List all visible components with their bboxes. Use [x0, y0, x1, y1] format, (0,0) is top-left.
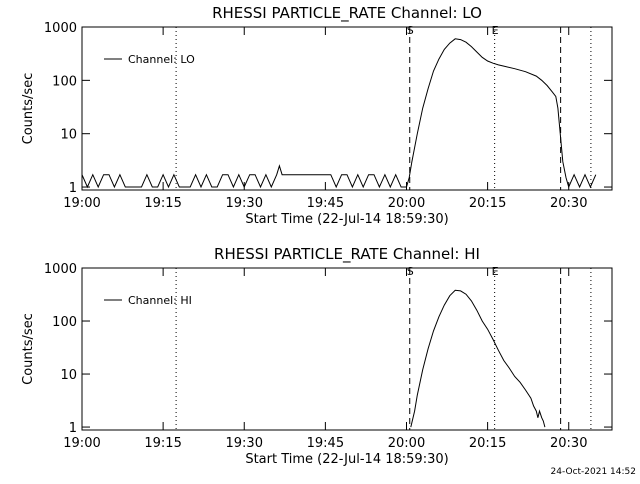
x-tick-label: 19:15 [144, 436, 181, 451]
chart-title: RHESSI PARTICLE_RATE Channel: HI [214, 245, 480, 264]
x-tick-label: 19:45 [307, 196, 344, 211]
y-tick-label: 10 [60, 368, 77, 383]
x-tick-label: 19:30 [226, 196, 263, 211]
x-tick-label: 20:00 [388, 436, 425, 451]
y-tick-label: 10 [60, 128, 77, 143]
x-tick-label: 20:30 [550, 436, 587, 451]
x-tick-label: 20:00 [388, 196, 425, 211]
plot-frame [81, 267, 613, 431]
y-tick-label: 100 [52, 74, 77, 89]
y-axis-label: Counts/sec [21, 313, 36, 385]
marker-label: E [492, 265, 499, 278]
x-axis-label: Start Time (22-Jul-14 18:59:30) [245, 212, 448, 227]
footer: 24-Oct-2021 14:52 [551, 467, 636, 477]
x-tick-label: 19:00 [63, 196, 100, 211]
legend-label: Channel: LO [128, 53, 195, 66]
y-tick-label: 1000 [44, 21, 77, 36]
chart-title: RHESSI PARTICLE_RATE Channel: LO [212, 4, 482, 23]
x-tick-label: 20:30 [550, 196, 587, 211]
y-axis-label: Counts/sec [21, 73, 36, 145]
x-tick-label: 19:45 [307, 436, 344, 451]
x-tick-label: 19:30 [226, 436, 263, 451]
series-line [82, 38, 597, 189]
legend-label: Channel: HI [128, 294, 192, 307]
plot-frame [81, 26, 613, 191]
marker-label: E [492, 24, 499, 37]
x-tick-label: 20:15 [469, 436, 506, 451]
y-tick-label: 1 [69, 181, 77, 196]
y-tick-label: 1000 [44, 262, 77, 277]
y-tick-label: 100 [52, 315, 77, 330]
x-tick-label: 19:15 [144, 196, 181, 211]
marker-label: S [407, 24, 414, 37]
x-tick-label: 20:15 [469, 196, 506, 211]
x-axis-label: Start Time (22-Jul-14 18:59:30) [245, 452, 448, 467]
x-tick-label: 19:00 [63, 436, 100, 451]
marker-label: S [407, 265, 414, 278]
y-tick-label: 1 [69, 421, 77, 436]
series-line [410, 289, 546, 428]
